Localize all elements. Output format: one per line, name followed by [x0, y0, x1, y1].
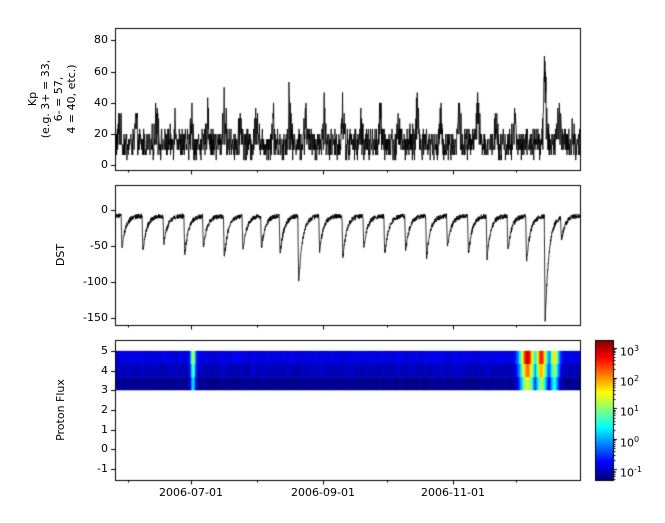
colorbar-tick-label: 101 — [620, 403, 640, 419]
y-tick-label: 5 — [101, 344, 108, 357]
colorbar-tick-label: 10-1 — [620, 464, 642, 480]
colorbar-tick-label: 102 — [620, 373, 640, 389]
y-tick-label: 2 — [101, 403, 108, 416]
y-tick-label: 1 — [101, 423, 108, 436]
x-tick-label-november: 2006-11-01 — [421, 486, 485, 499]
y-tick-label: 60 — [94, 65, 108, 78]
y-tick-label: -150 — [83, 311, 108, 324]
x-tick-label-september: 2006-09-01 — [291, 486, 355, 499]
y-tick-label: 4 — [101, 364, 108, 377]
y-tick-label: 40 — [94, 96, 108, 109]
x-tick-label-july: 2006-07-01 — [159, 486, 223, 499]
y-tick-label: 0 — [101, 158, 108, 171]
colorbar-tick-label: 100 — [620, 434, 640, 450]
y-tick-label: 0 — [101, 442, 108, 455]
y-tick-label: 3 — [101, 383, 108, 396]
y-tick-label: -1 — [97, 462, 108, 475]
y-tick-label: -100 — [83, 275, 108, 288]
y-tick-label: -50 — [90, 239, 108, 252]
y-tick-label: 0 — [101, 203, 108, 216]
colorbar-tick-label: 103 — [620, 343, 640, 359]
y-tick-label: 80 — [94, 33, 108, 46]
y-tick-label: 20 — [94, 127, 108, 140]
